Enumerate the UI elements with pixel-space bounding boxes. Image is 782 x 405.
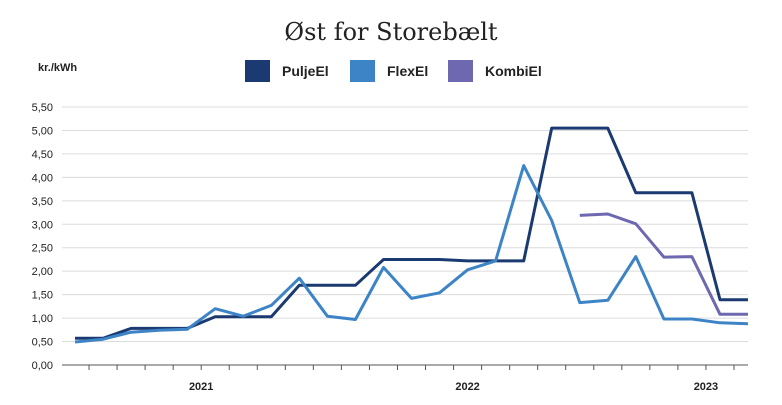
y-tick-label: 0,50: [32, 337, 53, 349]
y-tick-label: 0,00: [32, 360, 53, 372]
y-tick-label: 5,50: [32, 102, 53, 114]
y-tick-label: 4,50: [32, 149, 53, 161]
legend-label-puljeel: PuljeEl: [282, 63, 329, 79]
x-year-label: 2021: [189, 381, 213, 393]
y-axis-unit-label: kr./kWh: [38, 62, 78, 74]
legend-swatch-puljeel: [245, 60, 270, 82]
chart-legend: PuljeEl FlexEl KombiEl: [0, 60, 782, 86]
y-tick-label: 2,00: [32, 266, 53, 278]
series-line-puljeel: [75, 126, 748, 340]
series-line-flexel: [74, 164, 749, 344]
y-tick-label: 4,00: [32, 172, 53, 184]
legend-swatch-kombiel: [448, 60, 473, 82]
y-tick-label: 3,00: [32, 219, 53, 231]
legend-swatch-flexel: [350, 60, 375, 82]
y-tick-label: 2,50: [32, 243, 53, 255]
legend-label-kombiel: KombiEl: [485, 63, 542, 79]
x-year-label: 2022: [455, 381, 479, 393]
y-tick-label: 5,00: [32, 125, 53, 137]
legend-label-flexel: FlexEl: [387, 63, 429, 79]
x-year-label: 2023: [694, 381, 718, 393]
legend-item-kombiel: KombiEl: [448, 60, 542, 82]
y-tick-label: 1,50: [32, 290, 53, 302]
y-tick-label: 3,50: [32, 196, 53, 208]
chart-title: Øst for Storebælt: [284, 18, 498, 46]
legend-item-flexel: FlexEl: [350, 60, 428, 82]
series-line-kombiel: [579, 212, 748, 316]
y-tick-label: 1,00: [32, 313, 53, 325]
legend-item-puljeel: PuljeEl: [245, 60, 329, 82]
